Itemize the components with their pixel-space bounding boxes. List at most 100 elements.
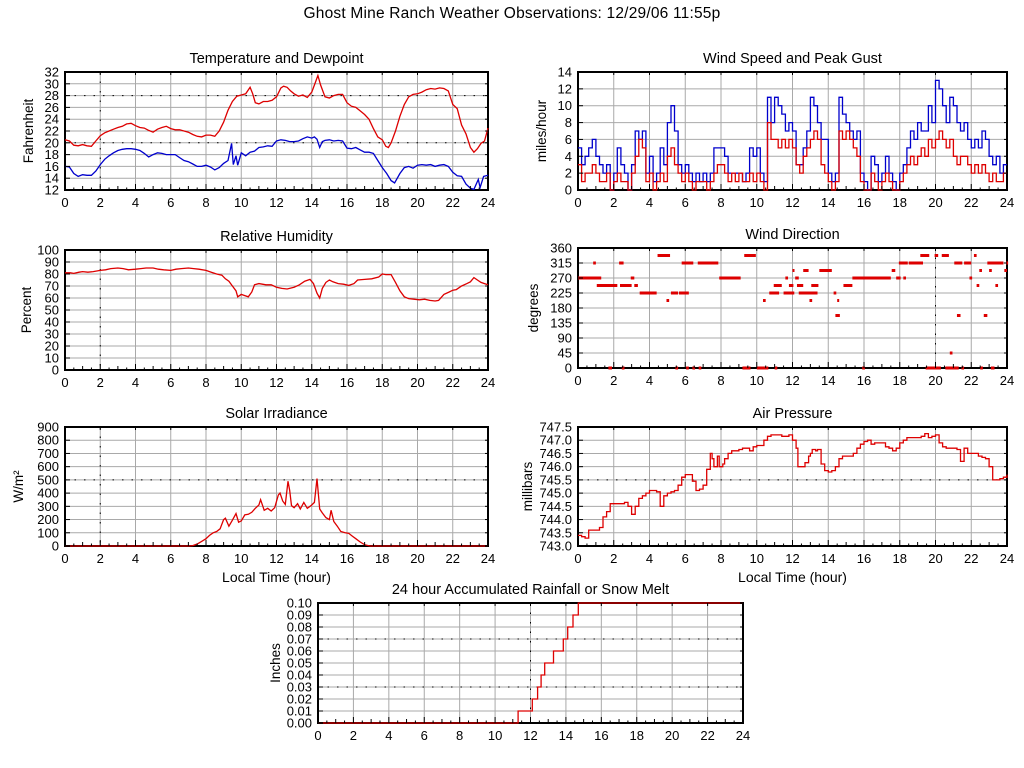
y-tick-label: 12 bbox=[45, 183, 59, 198]
x-tick-label: 0 bbox=[61, 551, 68, 566]
y-tick-label: 800 bbox=[37, 433, 59, 448]
y-axis-label: W/m² bbox=[11, 470, 26, 503]
x-tick-label: 14 bbox=[305, 551, 319, 566]
grid bbox=[578, 427, 1007, 546]
y-tick-label: 32 bbox=[45, 65, 59, 80]
x-tick-label: 14 bbox=[559, 728, 573, 743]
x-tick-label: 14 bbox=[821, 195, 835, 210]
x-tick-label: 16 bbox=[594, 728, 608, 743]
x-tick-label: 18 bbox=[375, 551, 389, 566]
x-tick-label: 12 bbox=[269, 375, 283, 390]
chart-title: Temperature and Dewpoint bbox=[189, 51, 363, 67]
y-tick-label: 500 bbox=[37, 472, 59, 487]
x-tick-label: 0 bbox=[574, 195, 581, 210]
y-tick-label: 225 bbox=[550, 286, 572, 301]
y-tick-label: 0.08 bbox=[287, 620, 312, 635]
x-tick-label: 22 bbox=[964, 195, 978, 210]
x-tick-label: 18 bbox=[893, 195, 907, 210]
y-tick-label: 22 bbox=[45, 124, 59, 139]
chart-title: 24 hour Accumulated Rainfall or Snow Mel… bbox=[392, 582, 669, 598]
x-tick-label: 6 bbox=[682, 373, 689, 388]
y-tick-label: 300 bbox=[37, 499, 59, 514]
y-tick-label: 10 bbox=[558, 98, 572, 113]
x-tick-label: 2 bbox=[97, 551, 104, 566]
y-tick-label: 743.5 bbox=[539, 525, 572, 540]
x-tick-label: 16 bbox=[340, 551, 354, 566]
series-dewpoint bbox=[64, 136, 489, 191]
y-tick-label: 6 bbox=[565, 132, 572, 147]
y-axis-label: Fahrenheit bbox=[21, 98, 36, 163]
y-tick-label: 0.01 bbox=[287, 704, 312, 719]
chart-labels: 24 hour Accumulated Rainfall or Snow Mel… bbox=[268, 582, 750, 743]
x-tick-label: 24 bbox=[481, 375, 495, 390]
y-axis-label: miles/hour bbox=[534, 99, 549, 162]
chart-title: Relative Humidity bbox=[220, 229, 334, 245]
x-tick-label: 14 bbox=[821, 551, 835, 566]
y-tick-label: 80 bbox=[45, 267, 59, 282]
y-tick-label: 745.5 bbox=[539, 472, 572, 487]
y-tick-label: 45 bbox=[558, 346, 572, 361]
y-tick-label: 746.5 bbox=[539, 446, 572, 461]
x-tick-label: 2 bbox=[97, 375, 104, 390]
chart-title: Solar Irradiance bbox=[225, 406, 327, 422]
y-tick-label: 0.04 bbox=[287, 668, 312, 683]
x-tick-label: 0 bbox=[574, 551, 581, 566]
tick-marks bbox=[64, 249, 489, 371]
x-tick-label: 16 bbox=[857, 551, 871, 566]
x-tick-label: 8 bbox=[456, 728, 463, 743]
x-tick-label: 24 bbox=[481, 551, 495, 566]
grid bbox=[65, 72, 488, 190]
x-tick-label: 8 bbox=[717, 373, 724, 388]
x-tick-label: 10 bbox=[234, 551, 248, 566]
y-tick-label: 0.05 bbox=[287, 656, 312, 671]
y-tick-label: 600 bbox=[37, 459, 59, 474]
chart-title: Wind Speed and Peak Gust bbox=[703, 51, 882, 67]
x-tick-label: 6 bbox=[682, 551, 689, 566]
x-tick-label: 18 bbox=[375, 195, 389, 210]
y-tick-label: 700 bbox=[37, 446, 59, 461]
x-tick-label: 20 bbox=[410, 551, 424, 566]
x-tick-label: 4 bbox=[646, 373, 653, 388]
x-tick-label: 20 bbox=[410, 375, 424, 390]
x-tick-label: 12 bbox=[785, 195, 799, 210]
x-tick-label: 12 bbox=[785, 551, 799, 566]
x-tick-label: 24 bbox=[736, 728, 750, 743]
x-tick-label: 16 bbox=[340, 375, 354, 390]
x-tick-label: 10 bbox=[750, 195, 764, 210]
x-tick-label: 0 bbox=[61, 375, 68, 390]
y-tick-label: 20 bbox=[45, 135, 59, 150]
x-tick-label: 2 bbox=[610, 551, 617, 566]
y-axis-label: Inches bbox=[268, 643, 283, 683]
x-tick-label: 20 bbox=[928, 195, 942, 210]
y-tick-label: 24 bbox=[45, 112, 59, 127]
x-tick-label: 12 bbox=[269, 195, 283, 210]
x-tick-label: 8 bbox=[202, 551, 209, 566]
y-tick-label: 200 bbox=[37, 512, 59, 527]
y-tick-label: 0 bbox=[52, 363, 59, 378]
x-tick-label: 0 bbox=[314, 728, 321, 743]
x-tick-label: 4 bbox=[132, 375, 139, 390]
y-tick-label: 8 bbox=[565, 115, 572, 130]
x-tick-label: 10 bbox=[750, 373, 764, 388]
y-tick-label: 90 bbox=[558, 331, 572, 346]
tick-marks bbox=[64, 71, 489, 191]
grid bbox=[65, 250, 488, 370]
x-tick-label: 22 bbox=[446, 195, 460, 210]
x-tick-label: 18 bbox=[893, 373, 907, 388]
y-tick-label: 0 bbox=[565, 361, 572, 376]
x-tick-label: 8 bbox=[717, 551, 724, 566]
x-tick-label: 14 bbox=[821, 373, 835, 388]
series-pressure bbox=[578, 432, 1008, 539]
x-axis-label: Local Time (hour) bbox=[738, 569, 847, 585]
x-tick-label: 10 bbox=[488, 728, 502, 743]
chart-title: Air Pressure bbox=[753, 406, 833, 422]
